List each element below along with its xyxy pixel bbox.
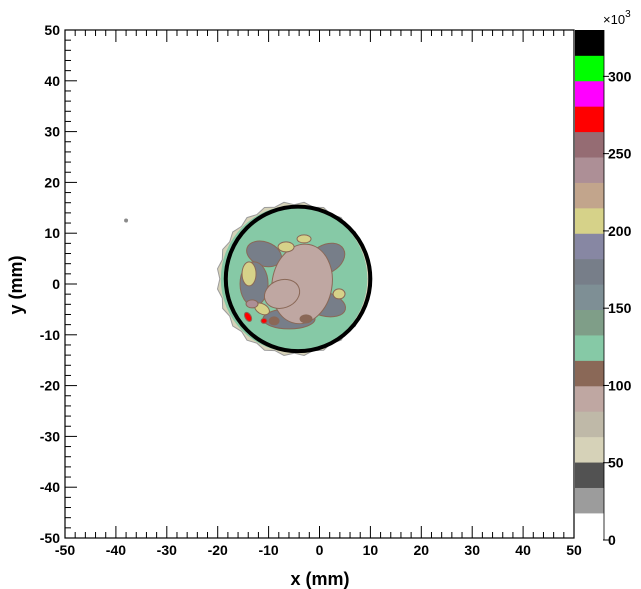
beam-region: [263, 278, 301, 309]
colorbar-bin: [575, 360, 604, 387]
axis-ticks: [64, 29, 575, 539]
beam-outline: [223, 204, 373, 354]
x-tick-label: 0: [316, 542, 324, 558]
colorbar-bin: [575, 182, 604, 209]
y-tick-label: -40: [40, 479, 60, 495]
beam-region: [268, 316, 280, 326]
colorbar-bin: [575, 80, 604, 107]
y-axis-title: y (mm): [6, 255, 26, 314]
y-tick-label: 10: [44, 225, 60, 241]
x-tick-label: 10: [363, 542, 379, 558]
x-tick-label: -40: [106, 542, 126, 558]
colorbar-bin: [575, 436, 604, 463]
x-tick-label: -50: [55, 542, 75, 558]
beam-region: [299, 314, 313, 324]
beam-region: [277, 241, 295, 253]
x-tick-label: 50: [566, 542, 582, 558]
beam-region: [296, 234, 312, 244]
colorbar-bin: [575, 207, 604, 234]
colorbar-bin: [575, 385, 604, 412]
x-tick-label: -10: [258, 542, 278, 558]
y-tick-label: -10: [40, 327, 60, 343]
colorbar-multiplier: ×103: [603, 9, 631, 27]
y-tick-label: -30: [40, 428, 60, 444]
x-tick-label: 20: [414, 542, 430, 558]
beam-hotspot: [243, 311, 253, 323]
colorbar-bin: [575, 284, 604, 311]
colorbar-multiplier-base: ×10: [603, 12, 625, 27]
tick-labels: -50 -40 -30 -20 -10 0 10 20 30 40 50 50 40 30 20 10 0 -10…: [40, 22, 582, 558]
y-tick-label: -20: [40, 378, 60, 394]
beam-spot: [124, 201, 373, 357]
x-tick-label: 30: [464, 542, 480, 558]
colorbar-bin: [575, 487, 604, 514]
colorbar: 0 50 100 150 200 250 300: [575, 30, 632, 548]
y-tick-label: 20: [44, 174, 60, 190]
colorbar-bin: [575, 30, 604, 56]
y-tick-label: 40: [44, 73, 60, 89]
plot-area: [64, 29, 575, 539]
x-tick-label: -30: [157, 542, 177, 558]
colorbar-tick-label: 150: [608, 300, 632, 316]
beam-region: [245, 299, 259, 309]
colorbar-bin: [575, 411, 604, 438]
colorbar-bin: [575, 106, 604, 133]
colorbar-tick-label: 200: [608, 223, 632, 239]
beam-region: [241, 261, 257, 287]
colorbar-bin: [575, 335, 604, 361]
x-axis-title: x (mm): [290, 569, 349, 589]
colorbar-bin: [575, 258, 604, 285]
colorbar-tick-label: 50: [608, 455, 624, 471]
colorbar-bin: [575, 157, 604, 183]
colorbar-bin: [575, 309, 604, 336]
stray-point: [124, 218, 129, 223]
y-tick-label: 50: [44, 22, 60, 38]
beam-hotspot: [260, 317, 268, 324]
x-tick-label: 40: [515, 542, 531, 558]
colorbar-multiplier-exponent: 3: [625, 9, 631, 20]
colorbar-tick-label: 0: [608, 532, 616, 548]
colorbar-tick-label: 300: [608, 68, 632, 84]
colorbar-tick-label: 250: [608, 146, 632, 162]
x-tick-label: -20: [208, 542, 228, 558]
colorbar-tick-label: 100: [608, 377, 632, 393]
y-tick-label: 30: [44, 124, 60, 140]
y-tick-label: 0: [52, 276, 60, 292]
beam-region: [332, 288, 346, 300]
colorbar-bin: [575, 233, 604, 260]
colorbar-bin: [575, 462, 604, 488]
colorbar-bin: [575, 131, 604, 158]
colorbar-bin: [575, 55, 604, 82]
y-tick-label: -50: [40, 530, 60, 546]
